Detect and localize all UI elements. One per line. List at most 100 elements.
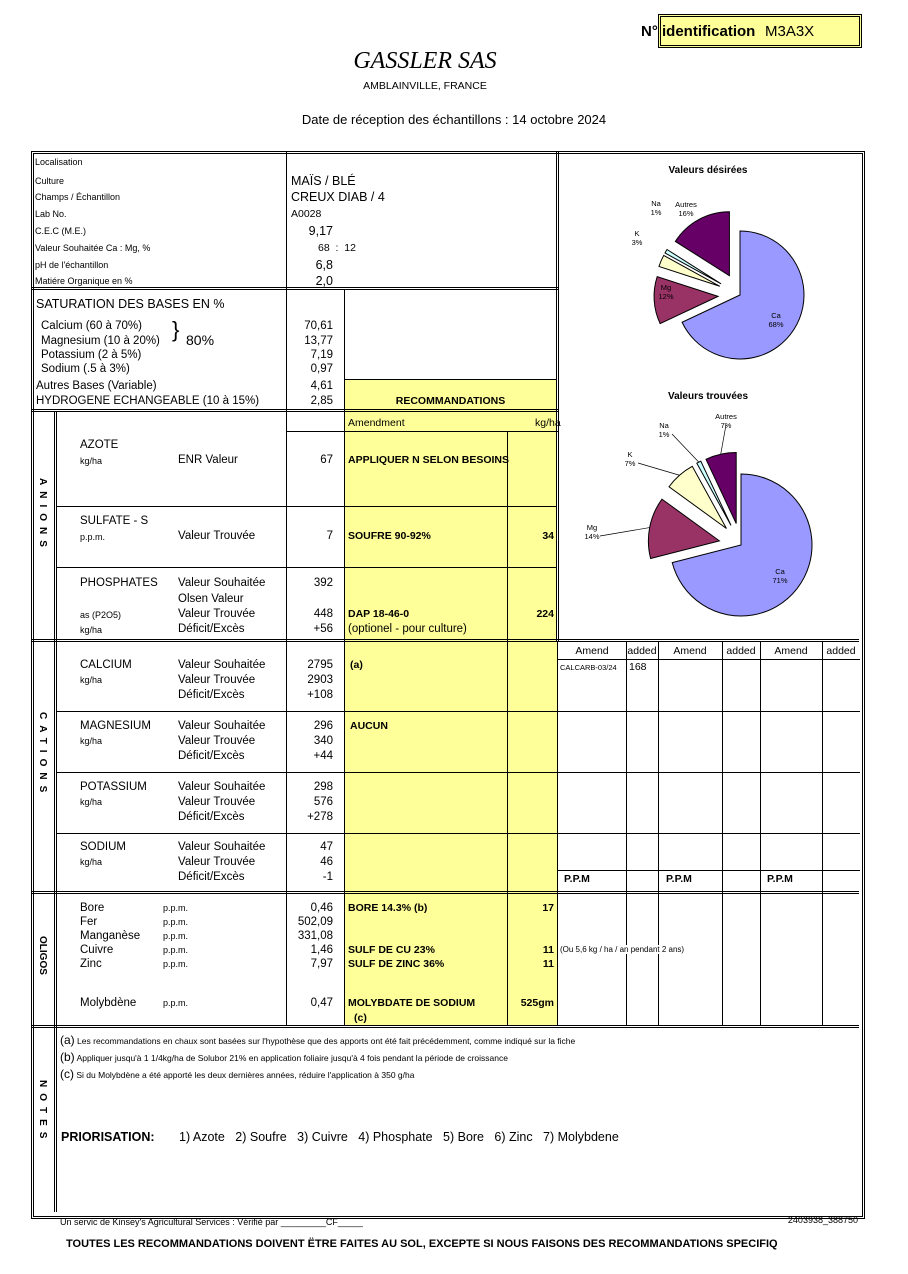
pie-slice-na	[664, 248, 722, 285]
oligo-rec: MOLYBDATE DE SODIUM	[348, 997, 476, 1009]
cation-label: Déficit/Excès	[178, 750, 245, 762]
cation-unit: kg/ha	[80, 675, 103, 685]
footer-ref: 2403938_388750	[787, 1215, 858, 1225]
pie-label-category: Na	[651, 199, 661, 208]
note-mark: (b)	[60, 1050, 75, 1064]
divider	[57, 772, 860, 773]
divider	[54, 412, 57, 1212]
amend-header: Amend	[673, 645, 707, 657]
ppm-label: P.P.M	[564, 873, 590, 885]
pie-label-percent: 7%	[721, 421, 732, 430]
first-amend: CALCARB-03/24	[560, 663, 617, 672]
cation-label: Valeur Trouvée	[178, 796, 256, 808]
pie-label-category: Mg	[661, 283, 671, 292]
first-added: 168	[629, 661, 647, 673]
divider	[558, 659, 860, 660]
cation-label: Valeur Souhaitée	[178, 659, 266, 671]
cation-label: Valeur Souhaitée	[178, 781, 266, 793]
cations-side-label: CATIONS	[37, 712, 48, 799]
oligo-qty: 11	[542, 944, 554, 956]
saturation-value: 7,19	[310, 349, 333, 361]
note-mark: (c)	[60, 1067, 74, 1081]
champs-value: CREUX DIAB / 4	[291, 190, 385, 204]
cation-name: POTASSIUM	[80, 781, 147, 793]
cation-deficit: +278	[307, 811, 333, 823]
pie-label-percent: 1%	[659, 430, 670, 439]
cation-label: Valeur Trouvée	[178, 735, 256, 747]
pie-slice-autres	[705, 452, 737, 524]
company-location: AMBLAINVILLE, FRANCE	[363, 80, 487, 92]
info-label: Champs / Échantillon	[35, 192, 121, 202]
divider	[31, 891, 859, 894]
saturation-title: SATURATION DES BASES EN %	[36, 297, 225, 311]
reception-date: Date de réception des échantillons : 14 …	[301, 112, 607, 127]
pie-slice-autres	[674, 211, 730, 277]
phosphates-label: Olsen Valeur	[178, 593, 244, 605]
oligo-name: Manganèse	[80, 930, 141, 942]
phosphates-unit: kg/ha	[80, 625, 103, 635]
phosphates-rec-note: (optionel - pour culture)	[348, 623, 467, 635]
saturation-label: Magnesium (10 à 20%)	[41, 335, 160, 347]
ph-value: 6,8	[315, 258, 333, 272]
kgha-header: kg/ha	[535, 417, 561, 429]
cation-unit: kg/ha	[80, 797, 103, 807]
id-label: N° identification	[641, 23, 756, 40]
phosphates-qty: 224	[536, 608, 554, 620]
cation-label: Valeur Trouvée	[178, 856, 256, 868]
anions-side-label: ANIONS	[37, 478, 48, 553]
note-text: Appliquer jusqu'à 1 1/4kg/ha de Solubor …	[76, 1053, 508, 1063]
cation-unit: kg/ha	[80, 736, 103, 746]
azote-label: ENR Valeur	[178, 454, 238, 466]
note-mark: (a)	[60, 1033, 75, 1047]
cation-trouvee: 340	[313, 735, 333, 747]
cation-name: CALCIUM	[80, 659, 132, 671]
footer-disclaimer: TOUTES LES RECOMMANDATIONS DOIVENT ËTRE …	[66, 1238, 778, 1250]
note-text: Les recommandations en chaux sont basées…	[77, 1036, 576, 1046]
divider	[658, 641, 659, 1026]
culture-value: MAÏS / BLÉ	[291, 174, 356, 188]
divider	[57, 506, 557, 507]
ppm-label: P.P.M	[767, 873, 793, 885]
pie-label-category: K	[627, 450, 632, 459]
oligo-value: 1,46	[310, 944, 333, 956]
oligo-value: 0,46	[310, 902, 333, 914]
divider	[626, 641, 627, 1026]
oligo-unit: p.p.m.	[163, 917, 189, 927]
bracket-total: 80%	[186, 332, 215, 348]
pie-label-percent: 3%	[632, 238, 643, 247]
oligo-name: Bore	[80, 902, 105, 914]
oligo-unit: p.p.m.	[163, 945, 189, 955]
recommandations-bg	[344, 380, 557, 1026]
pie-label-category: Autres	[675, 200, 697, 209]
divider	[57, 711, 860, 712]
divider	[57, 567, 557, 568]
phosphates-name: PHOSPHATES	[80, 577, 158, 589]
priorisation-list: 1) Azote 2) Soufre 3) Cuivre 4) Phosphat…	[179, 1130, 619, 1144]
azote-rec: APPLIQUER N SELON BESOINS	[348, 454, 510, 466]
info-label: Matiére Organique en %	[35, 276, 133, 286]
note-text: Si du Molybdène a été apporté les deux d…	[76, 1070, 415, 1080]
sulfate-name: SULFATE - S	[80, 515, 149, 527]
saturation-label: Sodium (.5 à 3%)	[41, 363, 130, 375]
pie-label-category: Autres	[715, 412, 737, 421]
pie-label-percent: 12%	[658, 292, 673, 301]
sulfate-label: Valeur Trouvée	[178, 530, 256, 542]
divider	[31, 1025, 859, 1028]
sulfate-qty: 34	[542, 530, 554, 542]
pie-slice-k	[668, 465, 727, 529]
divider	[507, 431, 508, 1026]
lab-no-value: A0028	[291, 208, 322, 220]
added-header: added	[726, 645, 756, 657]
sulfate-value: 7	[326, 530, 333, 542]
pie-label-category: K	[634, 229, 639, 238]
oligo-value: 0,47	[310, 997, 333, 1009]
divider	[558, 870, 860, 871]
cation-label: Valeur Souhaitée	[178, 720, 266, 732]
phosphates-label: Déficit/Excès	[178, 623, 245, 635]
saturation-value: 2,85	[310, 395, 333, 407]
oligo-unit: p.p.m.	[163, 998, 189, 1008]
cation-label: Valeur Trouvée	[178, 674, 256, 686]
cation-name: SODIUM	[80, 841, 126, 853]
divider	[556, 151, 559, 641]
